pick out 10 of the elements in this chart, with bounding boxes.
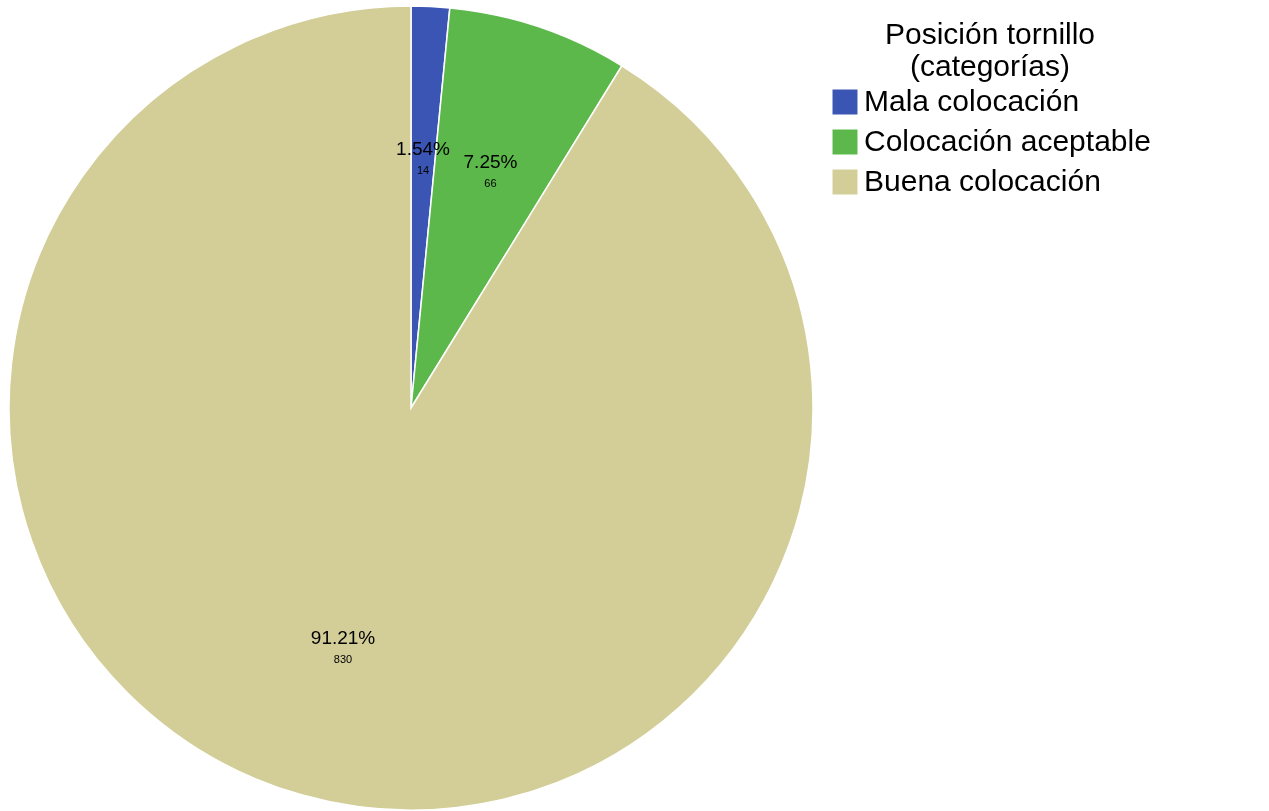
text: 66 (484, 176, 497, 189)
text: 14 (416, 164, 430, 177)
data-label: 91.21% (310, 626, 376, 648)
legend-label: Buena colocación (864, 164, 1101, 197)
data-label: 1.54% (396, 138, 451, 160)
legend-title: Posición tornillo (categorías) (884, 17, 1096, 82)
text: 830 (333, 652, 353, 665)
legend-label: Colocación aceptable (864, 124, 1151, 157)
legend-label: Mala colocación (864, 84, 1080, 117)
data-label: 7.25% (463, 150, 518, 172)
